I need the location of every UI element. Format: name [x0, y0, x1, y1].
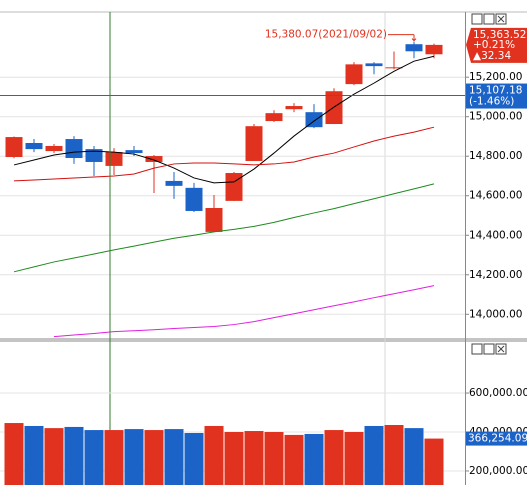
y-tick-label: 15,200.00 — [469, 71, 522, 83]
volume-bar — [264, 432, 284, 485]
candle-body — [165, 180, 183, 186]
volume-bar — [284, 434, 304, 485]
candle-body — [305, 112, 323, 128]
candle-body — [125, 150, 143, 154]
candle-body — [225, 173, 243, 201]
button[interactable] — [483, 343, 495, 355]
candle-body — [265, 113, 283, 122]
moving-average-line — [53, 285, 435, 338]
last-price-box — [466, 27, 527, 63]
y-tick-label: 14,400.00 — [469, 229, 522, 241]
y-tick-label: 14,800.00 — [469, 150, 522, 162]
button[interactable] — [483, 13, 495, 25]
y-tick-label: 15,000.00 — [469, 111, 522, 123]
candle-body — [185, 187, 203, 211]
moving-average-line — [13, 126, 435, 182]
last-price-change-pct: +0.21% — [473, 39, 515, 51]
volume-bar — [64, 426, 84, 485]
volume-bar — [404, 428, 424, 485]
candle-body — [45, 145, 63, 152]
moving-average-line — [13, 183, 435, 273]
high-marker-arrow — [411, 34, 417, 42]
moving-average-line — [13, 55, 435, 184]
candle-body — [345, 64, 363, 85]
high-marker-label: 15,380.07(2021/09/02) — [265, 29, 387, 41]
candle-body — [425, 44, 443, 55]
candle-body — [385, 67, 403, 69]
candle-body — [105, 152, 123, 166]
volume-bar — [84, 430, 104, 485]
volume-bar — [324, 430, 344, 485]
panel-buttons[interactable] — [471, 13, 507, 355]
volume-bar — [424, 438, 444, 485]
volume-bar — [124, 429, 144, 485]
candle-body — [5, 137, 23, 158]
candle-body — [145, 156, 163, 162]
volume-bar — [104, 430, 124, 485]
volume-bar — [24, 425, 44, 485]
volume-bar — [164, 429, 184, 485]
candle-body — [405, 44, 423, 52]
last-volume-value: 366,254.09 — [468, 433, 527, 445]
last-volume-box — [466, 431, 527, 446]
candle-body — [65, 139, 83, 159]
crosshair-change: (-1.46%) — [469, 96, 514, 108]
volume-bar — [4, 423, 24, 485]
last-price-value: 15,363.52 — [473, 29, 526, 41]
candle-body — [85, 149, 103, 162]
volume-bar — [384, 424, 404, 485]
volume-bar — [244, 431, 264, 485]
volume-bar — [204, 425, 224, 485]
candle-body — [205, 207, 223, 232]
candle-body — [285, 106, 303, 110]
volume-bar — [304, 433, 324, 485]
y-tick-label: 14,000.00 — [469, 308, 522, 320]
crosshair-value: 15,107.18 — [469, 85, 522, 97]
close-icon — [497, 345, 505, 353]
candle-body — [365, 63, 383, 67]
y-tick-label: 14,600.00 — [469, 190, 522, 202]
y-tick-label: 14,200.00 — [469, 269, 522, 281]
last-price-change: ▲32.34 — [473, 50, 511, 62]
candle-body — [25, 142, 43, 150]
volume-bar — [144, 430, 164, 485]
button[interactable] — [471, 13, 483, 25]
y-tick-label: 600,000.00 — [469, 387, 527, 399]
crosshair-label-box — [466, 83, 527, 109]
candle-body — [245, 126, 263, 161]
close-icon — [497, 15, 505, 23]
y-tick-label: 200,000.00 — [469, 465, 527, 477]
volume-bar — [184, 432, 204, 485]
volume-bar — [344, 432, 364, 485]
volume-bar — [44, 428, 64, 485]
volume-bar — [364, 425, 384, 485]
volume-bar — [224, 432, 244, 485]
button[interactable] — [471, 343, 483, 355]
